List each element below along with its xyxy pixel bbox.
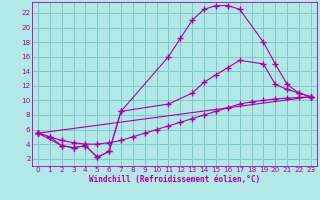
- X-axis label: Windchill (Refroidissement éolien,°C): Windchill (Refroidissement éolien,°C): [89, 175, 260, 184]
